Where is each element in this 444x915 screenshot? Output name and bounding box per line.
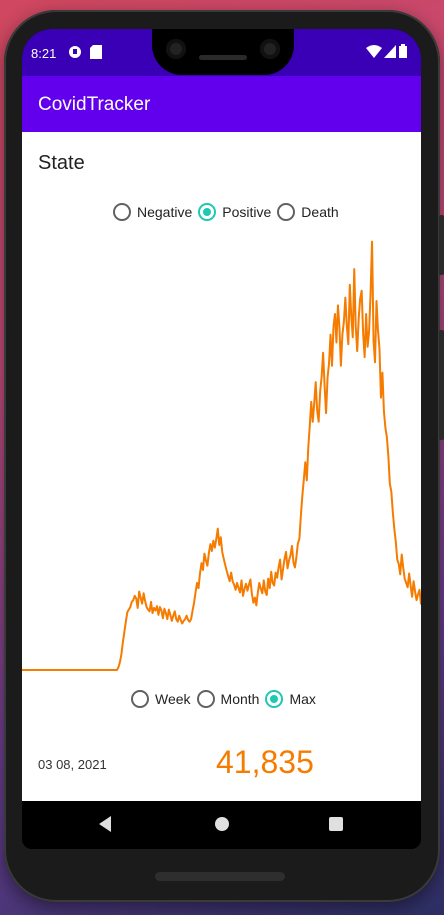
status-time: 8:21 xyxy=(31,46,57,61)
radio-positive[interactable]: Positive xyxy=(198,203,271,221)
recents-icon[interactable] xyxy=(329,817,343,831)
radio-positive-label: Positive xyxy=(222,204,272,220)
display-notch xyxy=(152,29,294,75)
radio-negative-circle[interactable] xyxy=(113,203,131,221)
selected-date: 03 08, 2021 xyxy=(38,757,107,772)
power-button xyxy=(439,215,444,275)
battery-icon xyxy=(399,44,407,58)
metric-radio-group: Negative Positive Death xyxy=(113,203,345,221)
app-title: CovidTracker xyxy=(38,94,151,115)
status-bar: 8:21 xyxy=(22,29,421,76)
sd-card-icon xyxy=(90,45,102,59)
positive-series-line xyxy=(22,240,421,671)
radio-positive-circle[interactable] xyxy=(198,203,217,221)
radio-negative-label: Negative xyxy=(137,204,193,220)
radio-month[interactable]: Month xyxy=(196,690,260,708)
back-icon[interactable] xyxy=(99,816,111,832)
phone-speaker-grille xyxy=(155,872,285,881)
front-camera-right xyxy=(260,39,280,59)
radio-month-label: Month xyxy=(220,691,260,707)
device-screen: 8:21 CovidTracker State xyxy=(22,29,421,849)
main-content: State Negative Positive Death Week xyxy=(22,132,421,801)
selected-count: 41,835 xyxy=(216,744,314,780)
front-camera-left xyxy=(166,39,186,59)
radio-week[interactable]: Week xyxy=(131,690,191,708)
wifi-icon xyxy=(366,45,382,58)
radio-max[interactable]: Max xyxy=(265,690,316,708)
radio-max-circle[interactable] xyxy=(265,690,284,708)
earpiece-speaker xyxy=(199,55,247,60)
radio-death-circle[interactable] xyxy=(277,203,296,221)
radio-death-label: Death xyxy=(301,204,339,220)
state-title: State xyxy=(38,152,85,174)
range-radio-group: Week Month Max xyxy=(131,690,322,708)
home-icon[interactable] xyxy=(215,817,229,831)
signal-icon xyxy=(384,45,396,58)
radio-month-circle[interactable] xyxy=(196,690,215,708)
radio-death[interactable]: Death xyxy=(277,203,339,221)
cases-line-chart[interactable] xyxy=(22,227,421,682)
radio-max-label: Max xyxy=(289,691,316,707)
radio-negative[interactable]: Negative xyxy=(113,203,192,221)
radio-week-label: Week xyxy=(155,691,191,707)
app-bar: CovidTracker xyxy=(22,76,421,132)
navigation-bar xyxy=(22,801,421,849)
radio-week-circle[interactable] xyxy=(131,690,149,708)
volume-button xyxy=(439,330,444,440)
notification-icon xyxy=(69,46,81,58)
